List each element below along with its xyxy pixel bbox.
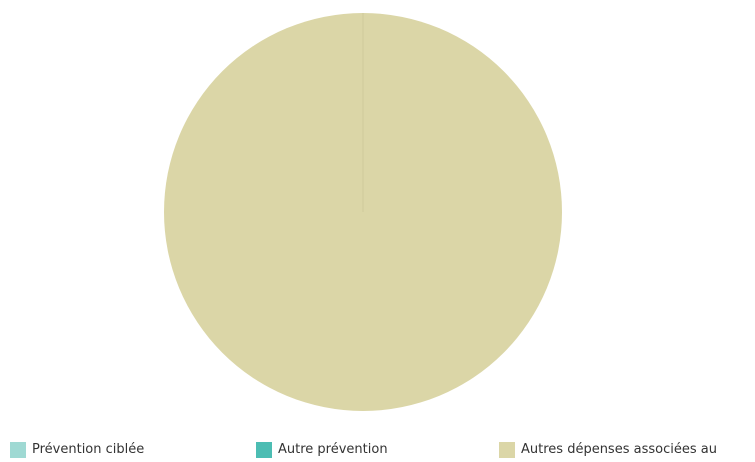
legend-item-autres-depenses[interactable]: Autres dépenses associées au <box>499 442 717 458</box>
chart-legend: Prévention ciblée Autre prévention Autre… <box>0 440 755 462</box>
pie-chart-plot <box>164 13 562 411</box>
legend-swatch-autre-prevention <box>256 442 272 458</box>
legend-swatch-autres-depenses <box>499 442 515 458</box>
legend-item-prevention-ciblee[interactable]: Prévention ciblée <box>10 442 144 458</box>
legend-label-prevention-ciblee: Prévention ciblée <box>32 442 145 457</box>
legend-swatch-prevention-ciblee <box>10 442 26 458</box>
legend-label-autres-depenses: Autres dépenses associées au <box>521 442 717 457</box>
legend-label-autre-prevention: Autre prévention <box>278 442 388 457</box>
legend-item-autre-prevention[interactable]: Autre prévention <box>256 442 388 458</box>
